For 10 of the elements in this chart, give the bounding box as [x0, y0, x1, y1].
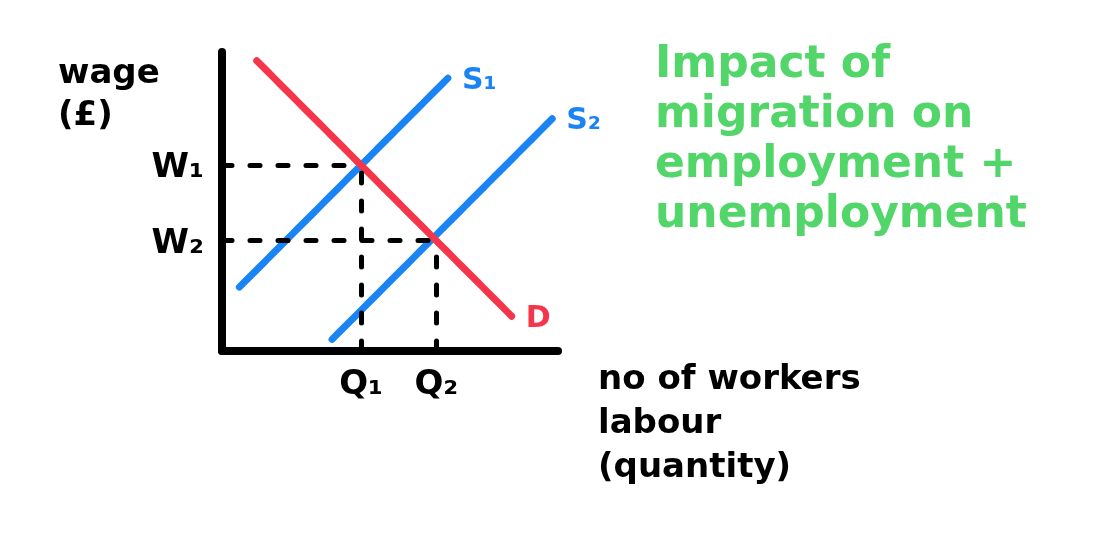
x-tick-label: Q₁: [339, 362, 383, 402]
series-label: S₁: [461, 60, 497, 96]
y-axis-title: wage (£): [58, 51, 172, 133]
text: Impact of migration on employment + unemployment: [655, 35, 1032, 237]
series-label: D: [525, 298, 551, 334]
x-axis-title: no of workers labour (quantity): [598, 357, 873, 485]
ref-line-label: W₂: [151, 220, 204, 261]
ref-line-label: W₁: [151, 145, 204, 186]
x-tick-label: Q₂: [414, 362, 459, 402]
series-label: S₂: [566, 101, 601, 137]
